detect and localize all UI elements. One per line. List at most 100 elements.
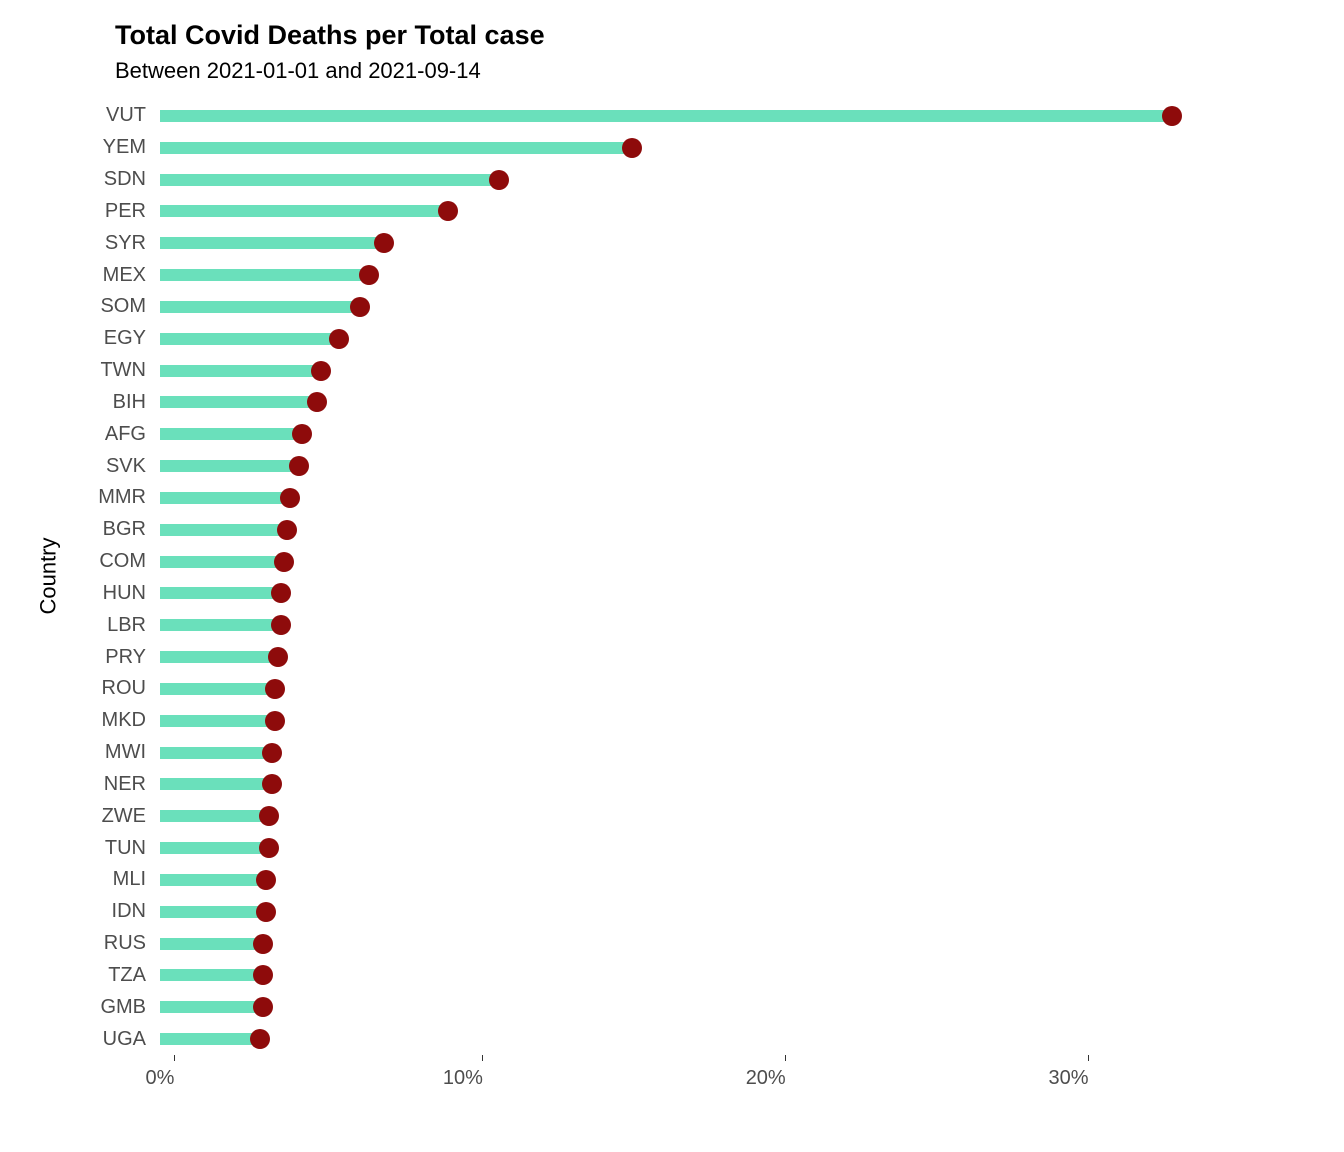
lollipop-marker: [265, 679, 285, 699]
bars-area: VUTYEMSDNPERSYRMEXSOMEGYTWNBIHAFGSVKMMRB…: [160, 100, 1220, 1055]
bar: [160, 269, 369, 281]
country-label: YEM: [103, 136, 146, 159]
country-label: VUT: [106, 104, 146, 127]
x-tick-label: 30%: [1049, 1067, 1089, 1090]
x-tick-mark: [1088, 1055, 1089, 1061]
country-label: NER: [104, 773, 146, 796]
country-label: SYR: [105, 232, 146, 255]
bar: [160, 842, 269, 854]
bar-row: SDN: [160, 164, 1220, 196]
bar: [160, 142, 632, 154]
bar: [160, 492, 290, 504]
country-label: RUS: [104, 932, 146, 955]
lollipop-marker: [262, 774, 282, 794]
x-tick: 20%: [766, 1055, 806, 1090]
bar: [160, 365, 321, 377]
bar: [160, 174, 499, 186]
country-label: MWI: [105, 741, 146, 764]
lollipop-marker: [350, 297, 370, 317]
country-label: IDN: [112, 900, 146, 923]
bar: [160, 651, 278, 663]
lollipop-marker: [256, 870, 276, 890]
lollipop-marker: [253, 965, 273, 985]
country-label: TWN: [100, 359, 146, 382]
bar: [160, 747, 272, 759]
y-axis-label: Country: [36, 537, 62, 614]
country-label: MLI: [113, 868, 146, 891]
x-axis: 0%10%20%30%: [160, 1055, 1220, 1090]
country-label: TUN: [105, 837, 146, 860]
country-label: COM: [99, 550, 146, 573]
lollipop-marker: [280, 488, 300, 508]
country-label: ROU: [102, 677, 146, 700]
bar-row: NER: [160, 769, 1220, 801]
bar-row: MLI: [160, 864, 1220, 896]
bar: [160, 715, 275, 727]
bar: [160, 587, 281, 599]
bar: [160, 778, 272, 790]
lollipop-marker: [271, 583, 291, 603]
bar-row: MMR: [160, 482, 1220, 514]
lollipop-marker: [253, 997, 273, 1017]
bar: [160, 1033, 260, 1045]
bar-row: PRY: [160, 641, 1220, 673]
lollipop-marker: [259, 806, 279, 826]
country-label: UGA: [103, 1028, 146, 1051]
x-tick-label: 10%: [443, 1067, 483, 1090]
country-label: EGY: [104, 327, 146, 350]
country-label: ZWE: [102, 805, 146, 828]
bar-row: PER: [160, 196, 1220, 228]
bar-row: TZA: [160, 960, 1220, 992]
bar-row: MKD: [160, 705, 1220, 737]
bar-row: ZWE: [160, 800, 1220, 832]
bar-row: MWI: [160, 737, 1220, 769]
country-label: PRY: [105, 646, 146, 669]
country-label: TZA: [108, 964, 146, 987]
lollipop-marker: [359, 265, 379, 285]
bar-row: HUN: [160, 578, 1220, 610]
country-label: GMB: [100, 996, 146, 1019]
lollipop-marker: [292, 424, 312, 444]
bar: [160, 205, 448, 217]
bar-row: BIH: [160, 387, 1220, 419]
bar: [160, 556, 284, 568]
lollipop-marker: [250, 1029, 270, 1049]
country-label: MEX: [103, 264, 146, 287]
x-tick: 30%: [1069, 1055, 1109, 1090]
bar: [160, 874, 266, 886]
bar-row: MEX: [160, 259, 1220, 291]
x-tick-label: 0%: [146, 1067, 175, 1090]
x-tick-label: 20%: [746, 1067, 786, 1090]
bar-row: SYR: [160, 227, 1220, 259]
bar: [160, 333, 339, 345]
bar: [160, 524, 287, 536]
bar-row: YEM: [160, 132, 1220, 164]
bar-row: COM: [160, 546, 1220, 578]
country-label: AFG: [105, 423, 146, 446]
lollipop-marker: [622, 138, 642, 158]
bar-row: SVK: [160, 450, 1220, 482]
x-tick: 10%: [463, 1055, 503, 1090]
bar-row: SOM: [160, 291, 1220, 323]
country-label: LBR: [107, 614, 146, 637]
country-label: MKD: [102, 709, 146, 732]
lollipop-marker: [277, 520, 297, 540]
bar-row: TUN: [160, 832, 1220, 864]
bar: [160, 110, 1172, 122]
bar: [160, 301, 360, 313]
chart-container: Total Covid Deaths per Total case Betwee…: [0, 0, 1344, 1152]
x-tick-mark: [174, 1055, 175, 1061]
bar: [160, 396, 317, 408]
bar-row: EGY: [160, 323, 1220, 355]
country-label: SOM: [100, 295, 146, 318]
bar-row: UGA: [160, 1023, 1220, 1055]
x-tick-mark: [785, 1055, 786, 1061]
bar: [160, 810, 269, 822]
bar-row: RUS: [160, 928, 1220, 960]
lollipop-marker: [256, 902, 276, 922]
country-label: BGR: [103, 518, 146, 541]
lollipop-marker: [329, 329, 349, 349]
lollipop-marker: [271, 615, 291, 635]
bar: [160, 619, 281, 631]
bar: [160, 460, 299, 472]
